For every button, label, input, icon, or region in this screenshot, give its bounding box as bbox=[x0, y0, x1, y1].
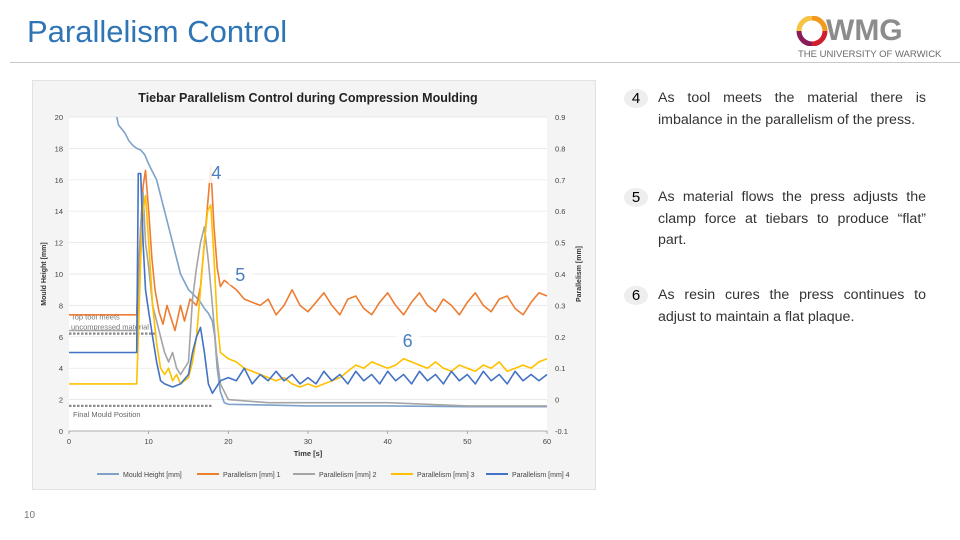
y-tick-label: 2 bbox=[59, 396, 63, 405]
y2-tick-label: 0.1 bbox=[555, 364, 565, 373]
y-tick-label: 14 bbox=[55, 207, 63, 216]
callout-bg bbox=[204, 160, 229, 183]
y2-tick-label: 0.2 bbox=[555, 333, 565, 342]
point-text: As tool meets the material there is imba… bbox=[658, 90, 926, 128]
series-line-1 bbox=[116, 116, 547, 408]
y2-tick-label: -0.1 bbox=[555, 427, 568, 436]
reference-label: uncompressed material bbox=[71, 323, 149, 332]
callout-bg bbox=[395, 328, 420, 351]
legend-label: Parallelism [mm] 4 bbox=[512, 472, 570, 479]
slide-title: Parallelism Control bbox=[27, 14, 288, 49]
parallelism-chart: Tiebar Parallelism Control during Compre… bbox=[32, 80, 596, 490]
legend-label: Mould Height [mm] bbox=[123, 472, 182, 479]
y2-tick-label: 0.4 bbox=[555, 270, 565, 279]
y-tick-label: 4 bbox=[59, 364, 63, 373]
y2-tick-label: 0.6 bbox=[555, 207, 565, 216]
y2-tick-label: 0 bbox=[555, 396, 559, 405]
series-line-3 bbox=[69, 191, 547, 407]
y2-tick-label: 0.8 bbox=[555, 144, 565, 153]
reference-label: Final Mould Position bbox=[73, 410, 141, 419]
x-tick-label: 40 bbox=[383, 437, 391, 446]
point-number: 4 bbox=[624, 89, 648, 108]
y2-tick-label: 0.3 bbox=[555, 301, 565, 310]
x-tick-label: 0 bbox=[67, 437, 71, 446]
legend-label: Parallelism [mm] 3 bbox=[417, 472, 475, 479]
y-tick-label: 6 bbox=[59, 333, 63, 342]
x-tick-label: 10 bbox=[144, 437, 152, 446]
callout-bg bbox=[228, 263, 253, 285]
logo-wordmark: WMG bbox=[826, 14, 903, 47]
series-line-5 bbox=[69, 172, 548, 395]
y2-tick-label: 0.9 bbox=[555, 113, 565, 122]
chart-title: Tiebar Parallelism Control during Compre… bbox=[138, 91, 477, 105]
x-axis-label: Time [s] bbox=[294, 449, 323, 458]
legend-label: Parallelism [mm] 2 bbox=[319, 472, 377, 479]
y-tick-label: 8 bbox=[59, 301, 63, 310]
x-tick-label: 50 bbox=[463, 437, 471, 446]
wmg-swirl-icon bbox=[796, 16, 828, 46]
callout-label: 6 bbox=[403, 331, 413, 351]
x-tick-label: 60 bbox=[543, 437, 551, 446]
y-axis-label: Mould Height [mm] bbox=[41, 242, 48, 305]
x-tick-label: 30 bbox=[304, 437, 312, 446]
y2-tick-label: 0.7 bbox=[555, 176, 565, 185]
y-tick-label: 18 bbox=[55, 144, 63, 153]
x-tick-label: 20 bbox=[224, 437, 232, 446]
chart-svg: Tiebar Parallelism Control during Compre… bbox=[41, 91, 583, 479]
y-tick-label: 20 bbox=[55, 113, 63, 122]
point-text: As resin cures the press continues to ad… bbox=[658, 287, 926, 325]
point-number: 5 bbox=[624, 188, 648, 207]
page-number: 10 bbox=[24, 510, 36, 521]
y2-tick-label: 0.5 bbox=[555, 239, 565, 248]
series-line-2 bbox=[69, 166, 548, 332]
legend-label: Parallelism [mm] 1 bbox=[223, 472, 281, 479]
series-line-4 bbox=[69, 194, 548, 388]
y-tick-label: 0 bbox=[59, 427, 63, 436]
wmg-logo: WMG THE UNIVERSITY OF WARWICK bbox=[794, 14, 944, 62]
logo-subtitle: THE UNIVERSITY OF WARWICK bbox=[798, 49, 942, 60]
reference-label: Top tool meets bbox=[71, 313, 120, 322]
y-tick-label: 10 bbox=[55, 270, 63, 279]
y-tick-label: 12 bbox=[55, 239, 63, 248]
y2-axis-label: Parallelism [mm] bbox=[576, 246, 583, 302]
callout-label: 4 bbox=[211, 163, 221, 183]
callout-label: 5 bbox=[235, 265, 245, 285]
y-tick-label: 16 bbox=[55, 176, 63, 185]
point-number: 6 bbox=[624, 286, 648, 305]
point-text: As material flows the press adjusts the … bbox=[658, 189, 926, 248]
title-divider bbox=[10, 62, 960, 63]
